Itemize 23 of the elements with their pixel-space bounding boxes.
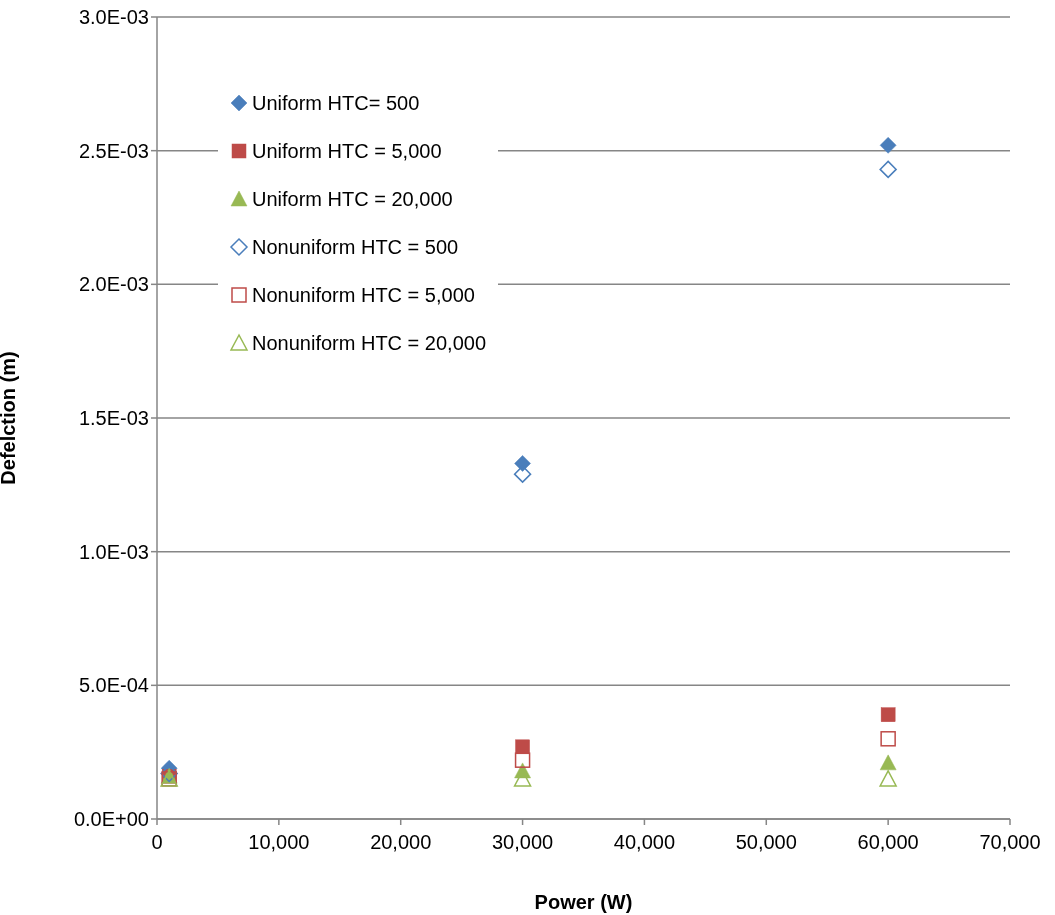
y-tick-label: 2.0E-03 [78,273,149,296]
y-tick-label: 3.0E-03 [78,6,149,29]
x-tick-label: 30,000 [491,831,554,853]
legend-label: Nonuniform HTC = 20,000 [252,331,487,355]
x-tick-label: 50,000 [735,831,797,853]
legend-label: Nonuniform HTC = 500 [252,235,459,259]
legend-label: Uniform HTC = 5,000 [252,139,442,163]
x-tick-label: 40,000 [613,831,676,853]
x-tick-label: 0 [151,831,163,853]
x-tick-label: 10,000 [248,831,310,853]
y-tick-label: 1.0E-03 [78,540,149,563]
y-tick-label: 2.5E-03 [78,139,149,162]
y-tick-label: 5.0E-04 [78,674,149,697]
y-tick-label: 0.0E+00 [73,808,149,831]
legend-label: Uniform HTC= 500 [252,91,420,115]
x-tick-label: 60,000 [857,831,919,853]
legend-label: Uniform HTC = 20,000 [252,187,453,211]
x-tick-label: 70,000 [979,831,1041,853]
x-axis-title: Power (W) [534,891,633,913]
x-tick-label: 20,000 [370,831,432,853]
legend-label: Nonuniform HTC = 5,000 [252,283,475,307]
y-axis-title: Defelction (m) [0,351,20,485]
y-tick-label: 1.5E-03 [78,407,149,430]
